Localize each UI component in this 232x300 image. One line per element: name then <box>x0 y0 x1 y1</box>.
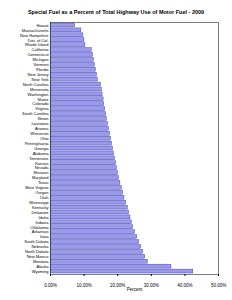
svg-text:Alaska: Alaska <box>36 263 49 269</box>
svg-text:Montana: Montana <box>32 259 49 264</box>
svg-text:Missouri: Missouri <box>33 170 49 176</box>
svg-text:Percent: Percent <box>127 287 143 292</box>
svg-text:20.00%: 20.00% <box>110 283 125 288</box>
svg-text:Georgia: Georgia <box>34 145 49 151</box>
svg-text:Pennsylvania: Pennsylvania <box>24 140 49 146</box>
svg-text:New Mexico: New Mexico <box>26 254 49 260</box>
svg-text:Dist. of Col.: Dist. of Col. <box>27 37 49 43</box>
svg-text:Arizona: Arizona <box>34 126 49 132</box>
svg-text:50.00%: 50.00% <box>211 283 226 288</box>
svg-text:New York: New York <box>31 76 49 82</box>
svg-text:Maryland: Maryland <box>32 175 49 181</box>
svg-text:0.00%: 0.00% <box>44 283 57 288</box>
svg-text:New Jersey: New Jersey <box>27 72 49 77</box>
svg-text:Tennessee: Tennessee <box>29 155 49 161</box>
svg-text:California: California <box>31 47 49 53</box>
svg-text:Mississippi: Mississippi <box>29 199 49 205</box>
svg-text:Louisiana: Louisiana <box>31 121 49 127</box>
svg-text:North Dakota: North Dakota <box>24 249 49 255</box>
svg-text:Connecticut: Connecticut <box>27 52 49 58</box>
svg-text:Nebraska: Nebraska <box>31 244 49 250</box>
svg-text:Indiana: Indiana <box>35 219 49 225</box>
svg-text:Oklahoma: Oklahoma <box>30 224 49 230</box>
svg-text:Kentucky: Kentucky <box>32 204 49 210</box>
svg-text:Hawaii: Hawaii <box>36 22 49 28</box>
svg-text:Virginia: Virginia <box>35 106 49 112</box>
svg-text:West Virginia: West Virginia <box>25 185 49 191</box>
svg-text:30.00%: 30.00% <box>144 283 159 288</box>
svg-text:New Hampshire: New Hampshire <box>20 32 49 38</box>
svg-text:Vermont: Vermont <box>33 62 49 68</box>
svg-text:Florida: Florida <box>36 67 49 72</box>
html-text:Special Fuel as a Percent of T: Special Fuel as a Percent of Total Highw… <box>27 9 205 15</box>
svg-text:Delaware: Delaware <box>31 209 49 215</box>
svg-text:Oregon: Oregon <box>35 190 49 196</box>
svg-text:Michigan: Michigan <box>32 57 49 63</box>
svg-text:Colorado: Colorado <box>32 101 49 107</box>
svg-text:Rhode Island: Rhode Island <box>24 42 49 48</box>
svg-text:Wisconsin: Wisconsin <box>30 131 49 136</box>
svg-text:Utah: Utah <box>40 195 49 200</box>
svg-text:Alabama: Alabama <box>32 150 49 156</box>
svg-text:Idaho: Idaho <box>38 214 49 220</box>
svg-text:South Dakota: South Dakota <box>24 239 49 245</box>
svg-text:Minnesota: Minnesota <box>30 86 49 92</box>
svg-text:Illinois: Illinois <box>37 116 49 122</box>
svg-text:Nevada: Nevada <box>34 165 49 171</box>
svg-text:Arkansas: Arkansas <box>31 229 49 235</box>
svg-text:Washington: Washington <box>27 91 49 97</box>
svg-text:Maine: Maine <box>37 96 49 102</box>
svg-text:Texas: Texas <box>38 180 49 186</box>
svg-text:North Carolina: North Carolina <box>22 81 49 87</box>
svg-text:Kansas: Kansas <box>35 160 49 166</box>
svg-text:Ohio: Ohio <box>40 135 49 141</box>
svg-text:10.00%: 10.00% <box>76 283 91 288</box>
svg-text:Iowa: Iowa <box>40 234 49 240</box>
svg-text:Wyoming: Wyoming <box>32 269 49 274</box>
svg-text:40.00%: 40.00% <box>177 283 192 288</box>
svg-text:South Carolina: South Carolina <box>22 111 49 117</box>
svg-text:Massachusetts: Massachusetts <box>21 27 49 33</box>
